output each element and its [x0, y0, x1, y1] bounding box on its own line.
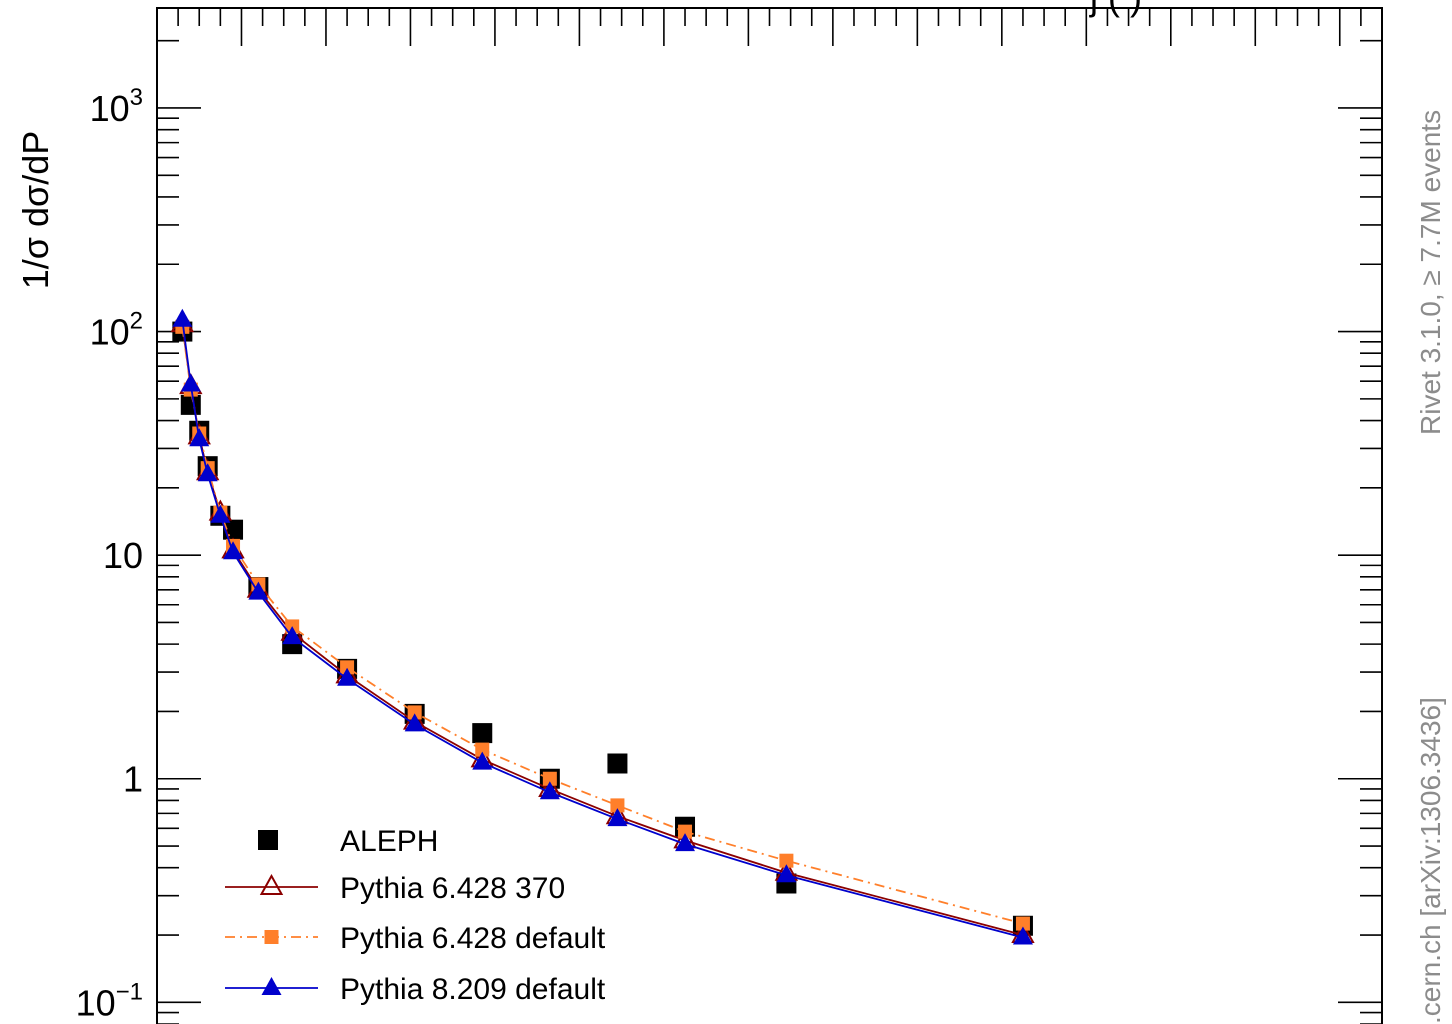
legend-marker: [259, 873, 284, 895]
legend-label: Pythia 6.428 default: [340, 922, 606, 955]
y-tick-label: 10: [103, 535, 143, 576]
top-title-fragment: j ( ): [1089, 0, 1142, 18]
data-point: [779, 853, 794, 868]
y-axis-label: 1/σ dσ/dP: [15, 131, 56, 290]
data-point: [340, 660, 355, 675]
y-tick-labels: 10−1 1 10 102 103: [76, 84, 143, 1023]
y-tick-label: 10−1: [76, 978, 143, 1023]
legend-marker: [264, 930, 279, 944]
rivet-version-label: Rivet 3.1.0, ≥ 7.7M events: [1415, 110, 1446, 435]
data-point: [248, 581, 269, 600]
legend-marker: [258, 830, 278, 850]
data-point: [542, 771, 557, 786]
legend-label: Pythia 8.209 default: [340, 973, 606, 1006]
data-point: [539, 781, 560, 800]
y-tick-label: 103: [90, 84, 143, 129]
data-point: [675, 833, 696, 852]
data-point: [189, 428, 210, 447]
series-line: [181, 319, 1024, 939]
data-point: [180, 394, 201, 415]
data-point: [1015, 916, 1030, 931]
series-1: [170, 311, 1035, 944]
legend-marker: [261, 977, 282, 995]
data-point: [678, 824, 693, 839]
data-point: [475, 742, 490, 757]
data-point: [776, 864, 797, 883]
data-point: [610, 798, 625, 813]
data-point: [1012, 926, 1033, 945]
y-tick-label: 1: [123, 759, 143, 800]
legend: ALEPH Pythia 6.428 370 Pythia 6.428 defaul…: [225, 825, 606, 1006]
data-point: [223, 541, 244, 560]
data-point: [472, 723, 493, 744]
series-layer: [170, 308, 1035, 945]
series-2: [175, 319, 1030, 931]
data-point: [197, 463, 218, 482]
data-point: [404, 713, 425, 732]
data-point: [607, 753, 628, 774]
data-point: [210, 504, 231, 523]
axis-ticks: [156, 8, 1383, 1024]
legend-label: ALEPH: [340, 825, 438, 858]
data-point: [607, 808, 628, 827]
series-line: [181, 323, 1024, 936]
series-0: [172, 321, 1033, 936]
data-point: [472, 751, 493, 770]
data-point: [337, 667, 358, 686]
data-point: [407, 705, 422, 720]
data-point: [282, 626, 303, 645]
data-point: [172, 308, 193, 327]
arxiv-reference-label: .cern.ch [arXiv:1306.3436]: [1415, 697, 1446, 1024]
y-tick-label: 102: [90, 308, 143, 353]
series-3: [172, 308, 1033, 945]
data-point: [180, 373, 201, 392]
series-line: [181, 326, 1024, 925]
legend-label: Pythia 6.428 370: [340, 872, 565, 905]
